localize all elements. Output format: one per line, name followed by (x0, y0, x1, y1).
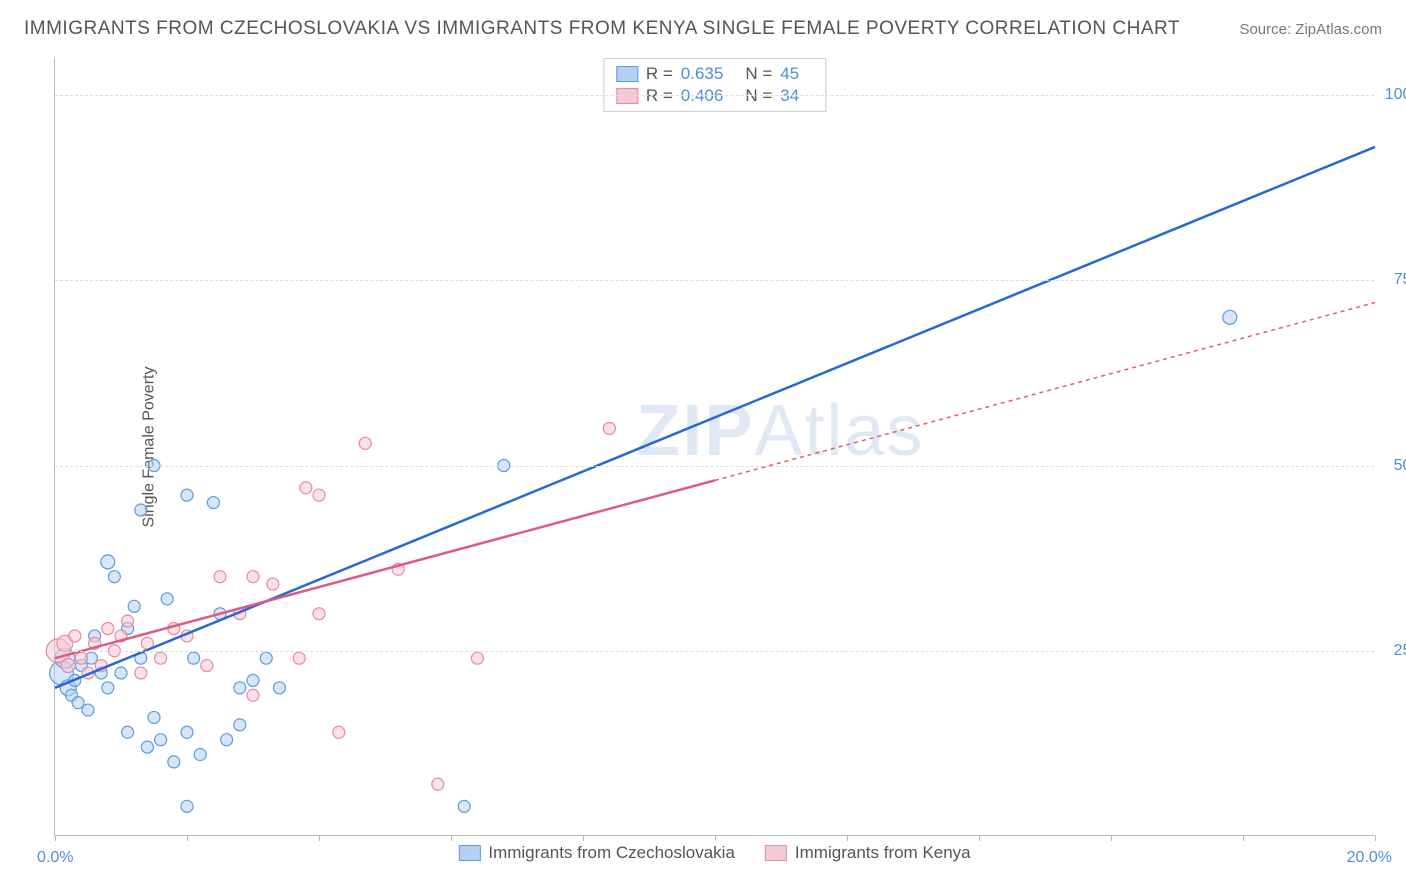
x-tick (847, 835, 848, 841)
trend-line (55, 147, 1375, 688)
scatter-point (247, 571, 259, 583)
scatter-point (458, 800, 470, 812)
scatter-point (234, 719, 246, 731)
trend-line (55, 480, 715, 658)
scatter-point (122, 615, 134, 627)
y-tick-label: 50.0% (1379, 457, 1406, 475)
trend-line-dashed (715, 303, 1375, 481)
scatter-point (61, 659, 75, 673)
x-tick (979, 835, 980, 841)
x-tick (187, 835, 188, 841)
scatter-point (313, 489, 325, 501)
source-label: Source: ZipAtlas.com (1239, 21, 1382, 38)
series-legend: Immigrants from Czechoslovakia Immigrants… (458, 843, 970, 863)
scatter-point (141, 741, 153, 753)
scatter-point (1223, 310, 1237, 324)
scatter-point (267, 578, 279, 590)
series-legend-label: Immigrants from Kenya (795, 843, 971, 863)
scatter-point (148, 711, 160, 723)
scatter-point (194, 748, 206, 760)
x-tick (1375, 835, 1376, 841)
scatter-point (155, 734, 167, 746)
stats-legend: R = 0.635N = 45R = 0.406N = 34 (603, 58, 826, 112)
stat-n-label: N = (745, 64, 772, 84)
x-tick (715, 835, 716, 841)
scatter-point (313, 608, 325, 620)
x-tick (1243, 835, 1244, 841)
scatter-point (108, 571, 120, 583)
chart-svg (55, 58, 1374, 835)
scatter-point (214, 571, 226, 583)
chart-title: IMMIGRANTS FROM CZECHOSLOVAKIA VS IMMIGR… (24, 18, 1180, 40)
scatter-point (359, 437, 371, 449)
series-legend-item: Immigrants from Kenya (765, 843, 971, 863)
scatter-point (101, 555, 115, 569)
gridline (55, 95, 1374, 96)
scatter-point (300, 482, 312, 494)
scatter-point (135, 504, 147, 516)
x-min-label: 0.0% (37, 849, 73, 867)
x-tick (583, 835, 584, 841)
y-tick-label: 100.0% (1379, 86, 1406, 104)
scatter-point (234, 682, 246, 694)
scatter-point (181, 800, 193, 812)
stat-r-label: R = (646, 64, 673, 84)
scatter-point (75, 652, 87, 664)
legend-swatch (458, 845, 480, 861)
scatter-point (102, 682, 114, 694)
scatter-point (293, 652, 305, 664)
scatter-point (115, 667, 127, 679)
legend-swatch (616, 66, 638, 82)
scatter-point (155, 652, 167, 664)
scatter-point (201, 660, 213, 672)
scatter-point (260, 652, 272, 664)
y-tick-label: 75.0% (1379, 271, 1406, 289)
x-tick (55, 835, 56, 841)
series-legend-item: Immigrants from Czechoslovakia (458, 843, 735, 863)
y-tick-label: 25.0% (1379, 642, 1406, 660)
scatter-point (188, 652, 200, 664)
scatter-point (207, 497, 219, 509)
scatter-point (181, 726, 193, 738)
scatter-point (247, 674, 259, 686)
plot-area: Single Female Poverty ZIPAtlas R = 0.635… (54, 58, 1374, 836)
scatter-point (135, 667, 147, 679)
x-max-label: 20.0% (1347, 849, 1392, 867)
x-tick (1111, 835, 1112, 841)
scatter-point (161, 593, 173, 605)
gridline (55, 466, 1374, 467)
scatter-point (122, 726, 134, 738)
scatter-point (221, 734, 233, 746)
scatter-point (181, 489, 193, 501)
scatter-point (102, 623, 114, 635)
stat-r-value: 0.635 (681, 64, 724, 84)
scatter-point (603, 422, 615, 434)
scatter-point (432, 778, 444, 790)
x-tick (451, 835, 452, 841)
stat-n-value: 45 (780, 64, 799, 84)
gridline (55, 651, 1374, 652)
scatter-point (471, 652, 483, 664)
scatter-point (168, 756, 180, 768)
scatter-point (333, 726, 345, 738)
scatter-point (69, 630, 81, 642)
scatter-point (273, 682, 285, 694)
scatter-point (82, 704, 94, 716)
legend-swatch (765, 845, 787, 861)
scatter-point (247, 689, 259, 701)
stats-legend-row: R = 0.635 N = 45 (616, 63, 813, 85)
scatter-point (128, 600, 140, 612)
x-tick (319, 835, 320, 841)
series-legend-label: Immigrants from Czechoslovakia (488, 843, 735, 863)
gridline (55, 280, 1374, 281)
